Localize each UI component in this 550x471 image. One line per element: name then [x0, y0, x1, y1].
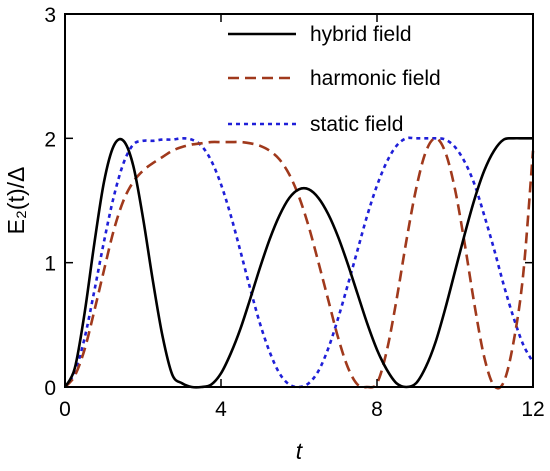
series-line-hybrid-field	[63, 136, 533, 389]
y-tick-label-3: 3	[44, 4, 56, 27]
y-axis-label: E₂(t)/Δ	[3, 167, 29, 235]
y-tick-label-2: 2	[44, 128, 56, 151]
legend-label-1: harmonic field	[310, 67, 441, 90]
x-axis-label: t	[296, 438, 304, 464]
y-tick-label-0: 0	[44, 377, 56, 400]
x-tick-label-1: 4	[215, 398, 227, 421]
series-line-static-field	[63, 136, 535, 389]
legend-label-2: static field	[310, 113, 403, 136]
x-tick-label-0: 0	[59, 398, 71, 421]
legend-label-0: hybrid field	[310, 23, 412, 46]
y-tick-label-1: 1	[44, 253, 56, 276]
x-tick-label-3: 12	[521, 398, 544, 421]
x-tick-label-2: 8	[371, 398, 383, 421]
plot-frame	[64, 13, 534, 388]
series-line-harmonic-field	[64, 137, 535, 390]
series-layer	[63, 136, 535, 390]
legend: hybrid field harmonic field static field	[228, 23, 441, 136]
